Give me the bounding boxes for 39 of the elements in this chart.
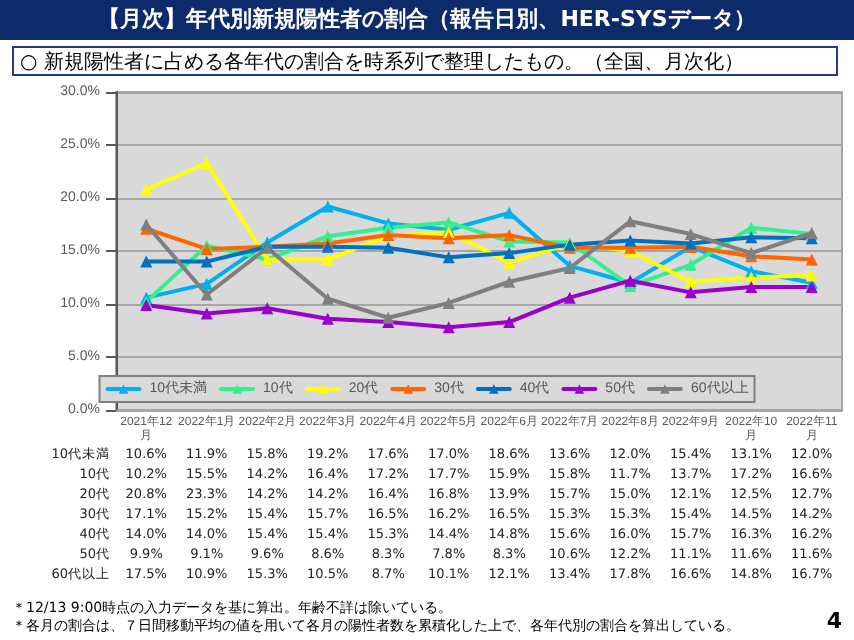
point [200,255,213,268]
chart-subtitle: ○ 新規陽性者に占める各年代の割合を時系列で整理したもの。（全国、月次化） [12,46,838,76]
point [442,296,455,309]
point [745,231,758,244]
point [321,312,334,325]
point [745,221,758,234]
chart-title: 【月次】年代別新規陽性者の割合（報告日別、HER-SYSデータ） [0,0,854,40]
point [684,286,697,299]
point [805,281,818,294]
point [745,271,758,284]
point [684,275,697,288]
point [563,291,576,304]
point [200,307,213,320]
point [684,258,697,271]
point [624,215,637,228]
point [624,234,637,247]
point [442,321,455,334]
point [261,302,274,315]
point [442,232,455,245]
point [200,277,213,290]
point [805,269,818,282]
point [503,316,516,329]
point [382,241,395,254]
point [503,229,516,242]
point [745,281,758,294]
point [321,292,334,305]
point [140,183,153,196]
point [503,275,516,288]
text: 4 [826,608,842,634]
point [200,288,213,301]
point [442,251,455,264]
point [200,157,213,170]
point [382,311,395,324]
point [140,255,153,268]
point [503,247,516,260]
point [321,253,334,266]
point [321,200,334,213]
point [805,253,818,266]
point [684,228,697,241]
